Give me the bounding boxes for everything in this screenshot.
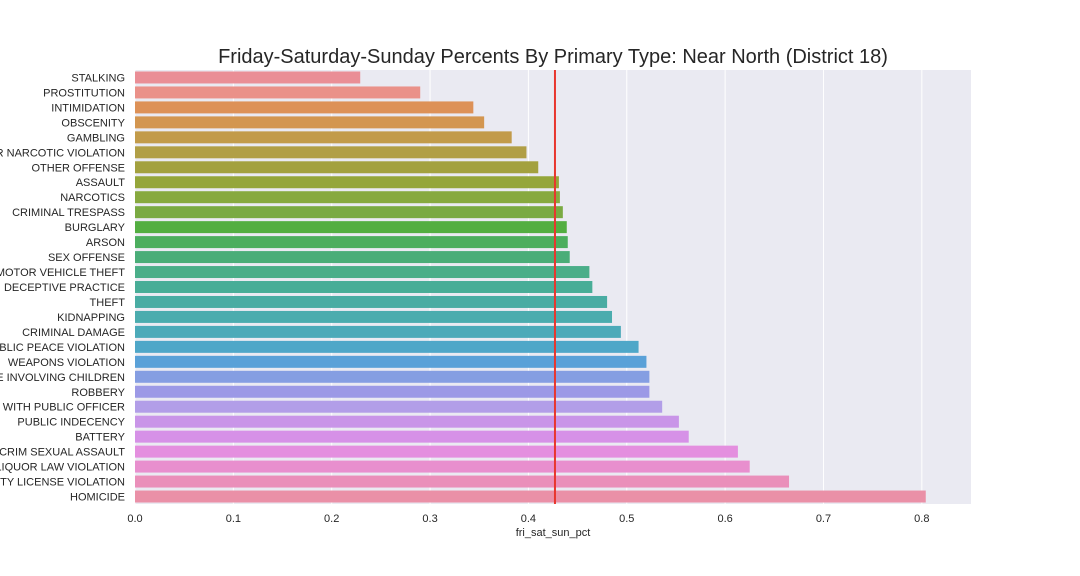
- category-label: INTERFERENCE WITH PUBLIC OFFICER: [0, 402, 125, 414]
- category-label: PUBLIC PEACE VIOLATION: [0, 342, 125, 354]
- category-label: ROBBERY: [71, 387, 125, 399]
- category-label: INTIMIDATION: [51, 102, 125, 114]
- bar: [135, 86, 421, 99]
- bar: [135, 325, 621, 338]
- bar: [135, 445, 738, 458]
- x-axis-label: fri_sat_sun_pct: [516, 527, 591, 539]
- category-label: LIQUOR LAW VIOLATION: [0, 462, 125, 474]
- category-label: STALKING: [71, 72, 125, 84]
- category-label: PROSTITUTION: [43, 87, 125, 99]
- category-label: OTHER NARCOTIC VIOLATION: [0, 147, 125, 159]
- bar: [135, 400, 663, 413]
- bar: [135, 191, 560, 204]
- category-label: NARCOTICS: [60, 192, 125, 204]
- bar: [135, 206, 563, 219]
- bar: [135, 131, 512, 144]
- x-tick-labels: 0.0 0.1 0.2 0.3 0.4 0.5 0.6 0.7 0.8: [127, 513, 929, 525]
- category-label: BURGLARY: [65, 222, 126, 234]
- x-tick-label: 0.4: [521, 513, 536, 525]
- bar: [135, 310, 613, 323]
- category-label: MOTOR VEHICLE THEFT: [0, 267, 125, 279]
- bar: [135, 161, 539, 174]
- category-label: CRIM SEXUAL ASSAULT: [0, 447, 125, 459]
- x-tick-label: 0.2: [324, 513, 339, 525]
- bar: [135, 415, 679, 428]
- x-tick-label: 0.1: [226, 513, 241, 525]
- category-label: NON-MORTALITY LICENSE VIOLATION: [0, 477, 125, 489]
- category-label: OTHER OFFENSE: [31, 162, 125, 174]
- category-label: SEX OFFENSE: [48, 252, 125, 264]
- bar: [135, 221, 567, 234]
- bar: [135, 475, 790, 488]
- bar: [135, 146, 527, 159]
- category-label: WEAPONS VIOLATION: [8, 357, 125, 369]
- bar: [135, 460, 750, 473]
- category-label: GAMBLING: [67, 132, 125, 144]
- bar: [135, 355, 647, 368]
- category-label: OFFENSE INVOLVING CHILDREN: [0, 372, 125, 384]
- category-label: CRIMINAL DAMAGE: [22, 327, 125, 339]
- bar: [135, 370, 650, 383]
- category-label: HOMICIDE: [70, 492, 125, 504]
- bar: [135, 101, 474, 114]
- category-label: PUBLIC INDECENCY: [17, 417, 125, 429]
- category-labels: STALKING PROSTITUTION INTIMIDATION OBSCENIT…: [0, 72, 126, 503]
- category-label: THEFT: [90, 297, 126, 309]
- x-tick-label: 0.5: [619, 513, 634, 525]
- bar: [135, 251, 570, 264]
- category-label: DECEPTIVE PRACTICE: [4, 282, 125, 294]
- bar: [135, 281, 593, 293]
- bar: [135, 266, 590, 279]
- category-label: KIDNAPPING: [57, 312, 125, 324]
- bars: [135, 71, 926, 503]
- chart-title: Friday-Saturday-Sunday Percents By Prima…: [218, 46, 888, 68]
- x-tick-label: 0.6: [717, 513, 732, 525]
- bar: [135, 430, 689, 443]
- x-tick-label: 0.7: [816, 513, 831, 525]
- bar: [135, 176, 559, 189]
- category-label: CRIMINAL TRESPASS: [12, 207, 125, 219]
- bar: [135, 295, 608, 308]
- category-label: BATTERY: [75, 432, 125, 444]
- bar: [135, 385, 650, 398]
- x-tick-label: 0.0: [127, 513, 142, 525]
- category-label: ASSAULT: [76, 177, 126, 189]
- x-tick-label: 0.8: [914, 513, 929, 525]
- bar: [135, 490, 926, 503]
- x-tick-label: 0.3: [422, 513, 437, 525]
- bar: [135, 236, 568, 249]
- bar: [135, 116, 485, 129]
- category-label: OBSCENITY: [61, 117, 125, 129]
- category-label: ARSON: [86, 237, 125, 249]
- bar: [135, 340, 639, 353]
- bar: [135, 71, 361, 84]
